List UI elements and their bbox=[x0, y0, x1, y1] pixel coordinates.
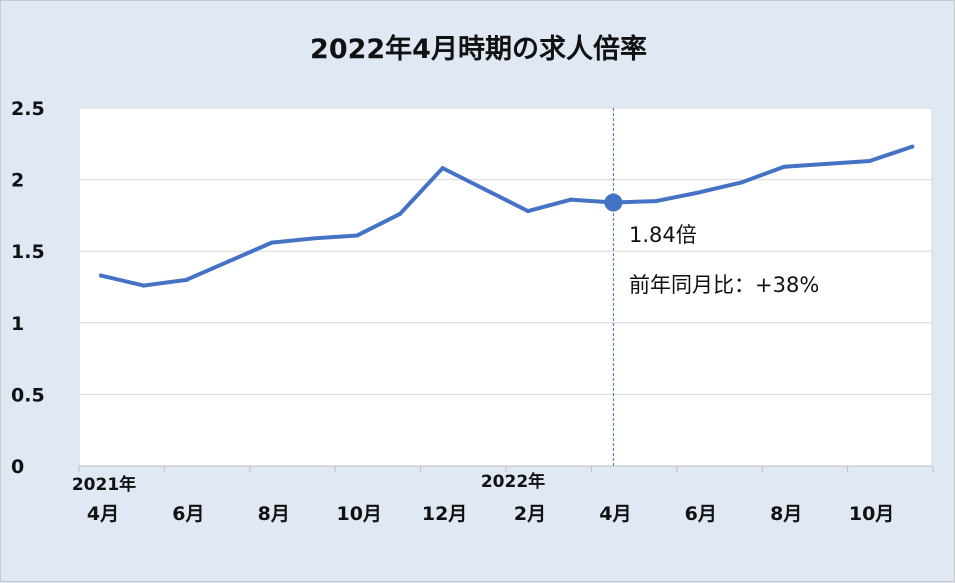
data-point bbox=[227, 259, 232, 264]
y-tick-label: 0 bbox=[11, 456, 24, 478]
data-point bbox=[99, 273, 103, 278]
x-tick-label: 8月 bbox=[770, 503, 802, 525]
x-tick-label: 6月 bbox=[172, 503, 204, 525]
data-point bbox=[397, 211, 402, 216]
x-tick-label: 8月 bbox=[258, 503, 290, 525]
data-point bbox=[526, 209, 530, 214]
y-tick-label: 2.5 bbox=[11, 98, 45, 120]
year-label: 2022年 bbox=[481, 471, 545, 492]
y-tick-label: 1.5 bbox=[11, 241, 45, 263]
data-point bbox=[440, 166, 445, 171]
data-point bbox=[824, 161, 829, 166]
x-tick-label: 2月 bbox=[514, 503, 546, 525]
data-point bbox=[355, 233, 360, 238]
x-tick-label: 10月 bbox=[849, 503, 894, 525]
data-point bbox=[910, 144, 915, 149]
data-point bbox=[312, 236, 317, 241]
y-tick-label: 0.5 bbox=[11, 384, 45, 406]
data-point bbox=[184, 277, 189, 282]
series-line bbox=[99, 144, 915, 288]
data-point bbox=[568, 197, 573, 202]
x-tick-label: 12月 bbox=[422, 503, 467, 525]
data-point bbox=[782, 164, 787, 169]
x-tick-label: 4月 bbox=[87, 503, 119, 525]
y-tick-label: 1 bbox=[11, 313, 24, 335]
data-point bbox=[654, 199, 659, 204]
data-point bbox=[696, 190, 701, 195]
x-tick-label: 10月 bbox=[336, 503, 381, 525]
data-point bbox=[867, 158, 872, 163]
data-point bbox=[483, 187, 488, 192]
y-tick-label: 2 bbox=[11, 170, 24, 192]
x-tick-label: 6月 bbox=[685, 503, 717, 525]
year-label: 2021年 bbox=[72, 474, 136, 495]
annotation-yoy: 前年同月比：+38% bbox=[629, 273, 819, 297]
x-tick-label: 4月 bbox=[599, 503, 631, 525]
data-point bbox=[269, 240, 274, 245]
highlight-marker bbox=[604, 193, 623, 212]
annotation-value: 1.84倍 bbox=[629, 223, 697, 247]
chart-title: 2022年4月時期の求人倍率 bbox=[310, 34, 647, 65]
data-point bbox=[141, 283, 146, 288]
data-point bbox=[739, 180, 744, 185]
